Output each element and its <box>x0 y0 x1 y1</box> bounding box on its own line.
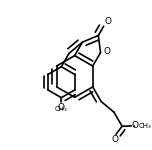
Text: CH₃: CH₃ <box>139 123 152 129</box>
Text: CH₃: CH₃ <box>54 106 67 112</box>
Text: O: O <box>112 135 119 144</box>
Text: O: O <box>104 17 111 26</box>
Text: O: O <box>132 121 139 130</box>
Text: O: O <box>58 103 65 112</box>
Text: O: O <box>103 47 110 56</box>
